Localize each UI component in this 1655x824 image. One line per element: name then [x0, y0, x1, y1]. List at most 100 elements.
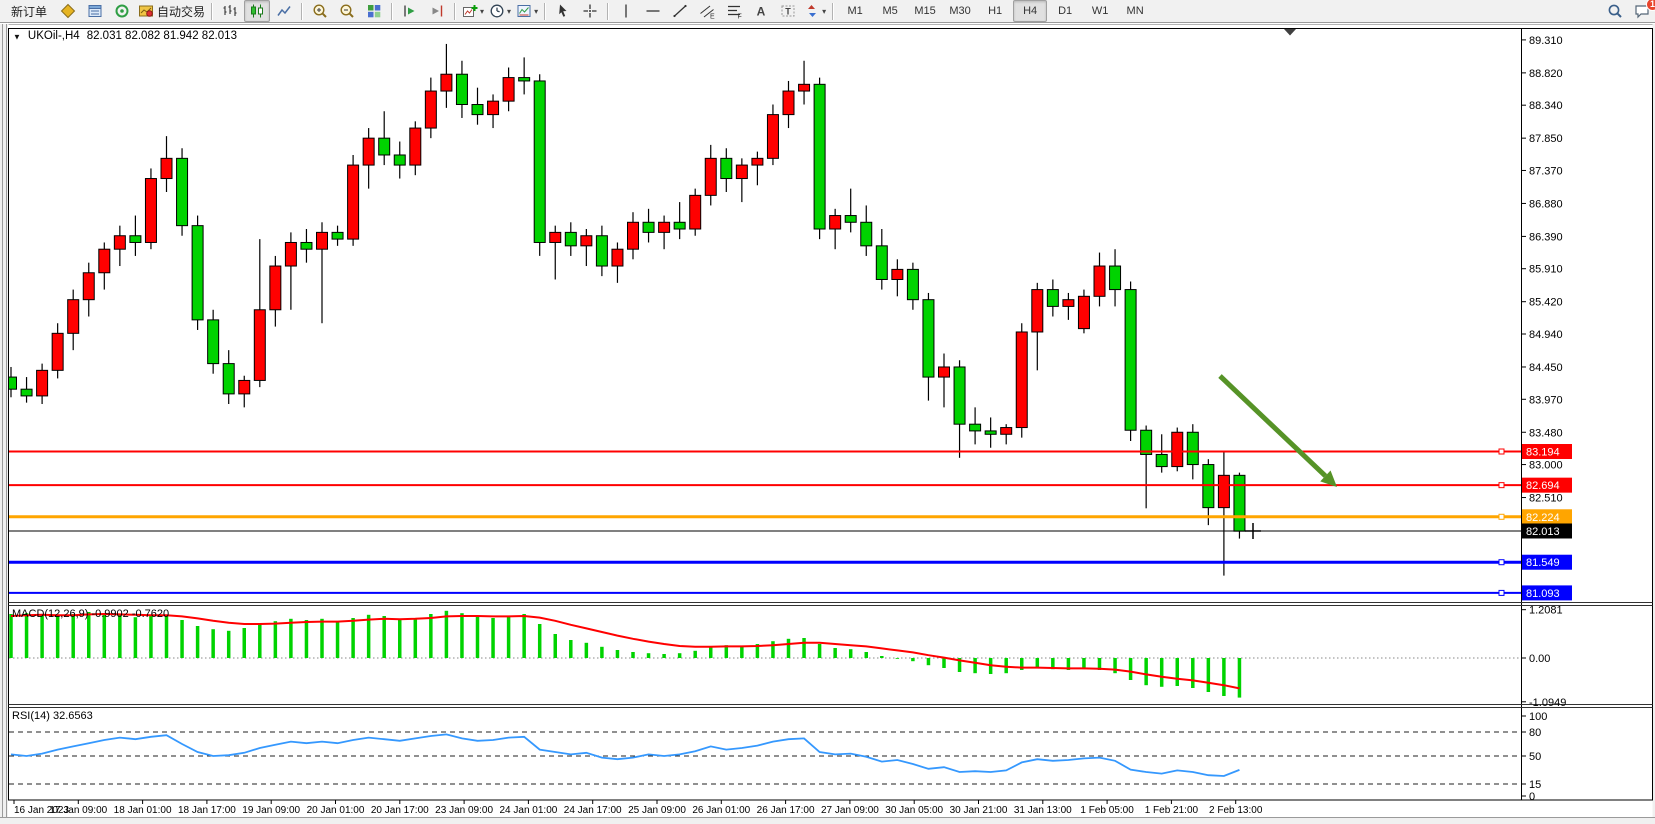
- time-axis-label: 16 Jan 2023: [14, 805, 69, 816]
- candle: [891, 259, 904, 297]
- dropdown-caret-icon[interactable]: ▾: [822, 6, 827, 16]
- dropdown-caret-icon[interactable]: ▾: [507, 6, 512, 16]
- periods-button[interactable]: ▾: [487, 0, 513, 22]
- resistance-line-82694-handle[interactable]: [1498, 482, 1505, 489]
- candle: [689, 188, 702, 236]
- svg-text:T: T: [785, 7, 791, 17]
- crosshair-icon: [582, 3, 598, 19]
- timeframe-mn-button[interactable]: MN: [1118, 0, 1152, 22]
- time-axis-label: 17 Jan 09:00: [49, 805, 107, 816]
- horizontal-line-button[interactable]: [640, 0, 666, 22]
- candle: [766, 104, 779, 166]
- candlestick-chart-icon: [249, 3, 265, 19]
- line-chart-button[interactable]: [271, 0, 297, 22]
- candle: [9, 366, 17, 398]
- support-line-81093-handle[interactable]: [1498, 589, 1505, 596]
- tile-windows-button[interactable]: [361, 0, 387, 22]
- candle: [222, 350, 235, 404]
- candle: [1233, 472, 1246, 539]
- bar-chart-button[interactable]: [217, 0, 243, 22]
- timeframe-m30-button[interactable]: M30: [943, 0, 977, 22]
- candle: [409, 121, 422, 176]
- chart-frame: [8, 28, 1653, 801]
- templates-button[interactable]: ▾: [514, 0, 540, 22]
- candle: [393, 141, 406, 179]
- text-label-button[interactable]: T: [775, 0, 801, 22]
- candle: [642, 208, 655, 243]
- trendline-button[interactable]: [667, 0, 693, 22]
- zoom-in-button[interactable]: [307, 0, 333, 22]
- candle: [564, 222, 577, 256]
- trend-arrow-object[interactable]: [1218, 374, 1337, 487]
- timeframe-w1-button[interactable]: W1: [1083, 0, 1117, 22]
- price-axis-label: 83.480: [1529, 427, 1563, 439]
- new-order-button[interactable]: 新订单: [4, 0, 54, 22]
- price-axis-badge: 83.194: [1522, 444, 1572, 460]
- candle: [284, 232, 297, 310]
- candle: [238, 375, 251, 408]
- candle: [704, 144, 717, 206]
- price-axis-label: 86.880: [1529, 198, 1563, 210]
- timeframe-m1-button[interactable]: M1: [838, 0, 872, 22]
- trendline-icon: [672, 3, 688, 19]
- equidistant-channel-button[interactable]: E: [694, 0, 720, 22]
- time-axis-label: 20 Jan 01:00: [307, 805, 365, 816]
- dropdown-caret-icon[interactable]: ▾: [534, 6, 539, 16]
- candle: [440, 43, 453, 108]
- dropdown-caret-icon[interactable]: ▾: [480, 6, 485, 16]
- cursor-button[interactable]: [550, 0, 576, 22]
- navigator-icon[interactable]: [109, 0, 135, 22]
- candle: [362, 128, 375, 189]
- price-axis-label: 83.970: [1529, 394, 1563, 406]
- notifications-icon[interactable]: 1: [1629, 0, 1655, 22]
- timeframe-h1-button[interactable]: H1: [978, 0, 1012, 22]
- candle: [813, 77, 826, 240]
- text-button[interactable]: A: [748, 0, 774, 22]
- chart-shift-marker[interactable]: [1284, 29, 1296, 36]
- vertical-line-button[interactable]: [613, 0, 639, 22]
- chart-shift-button[interactable]: [424, 0, 450, 22]
- price-axis-label: 85.910: [1529, 264, 1563, 276]
- support-line-81549-handle[interactable]: [1498, 559, 1505, 566]
- market-watch-icon[interactable]: [55, 0, 81, 22]
- candle: [113, 225, 126, 267]
- candle: [611, 242, 624, 283]
- rsi-line: [10, 733, 1240, 777]
- arrows-button[interactable]: ▾: [802, 0, 828, 22]
- macd-axis-label: 1.2081: [1529, 605, 1563, 617]
- timeframe-m5-button[interactable]: M5: [873, 0, 907, 22]
- candle: [51, 323, 64, 379]
- candle: [953, 360, 966, 458]
- horizontal-line-icon: [645, 3, 661, 19]
- timeframe-d1-button[interactable]: D1: [1048, 0, 1082, 22]
- timeframe-h4-button[interactable]: H4: [1013, 0, 1048, 22]
- candle: [798, 60, 811, 105]
- templates-icon: [516, 3, 532, 19]
- autotrading-button-label: 自动交易: [157, 4, 206, 19]
- fibonacci-button[interactable]: F: [721, 0, 747, 22]
- autotrading-icon: [138, 3, 154, 19]
- support-line-82224-handle[interactable]: [1498, 513, 1505, 520]
- candle: [969, 407, 982, 445]
- crosshair-button[interactable]: [577, 0, 603, 22]
- time-axis-label: 1 Feb 21:00: [1145, 805, 1199, 816]
- timeframe-h1-button-label: H1: [988, 5, 1003, 17]
- timeframe-d1-button-label: D1: [1058, 5, 1073, 17]
- zoom-out-button[interactable]: [334, 0, 360, 22]
- macd-axis-label: 0.00: [1529, 653, 1550, 665]
- autotrading-button[interactable]: 自动交易: [136, 0, 207, 22]
- new-order-button-label: 新订单: [11, 4, 48, 19]
- candle: [129, 215, 142, 256]
- chart-menu-arrow-icon[interactable]: ▼: [13, 32, 21, 41]
- search-icon[interactable]: [1602, 0, 1628, 22]
- periods-icon: [489, 3, 505, 19]
- time-axis-label: 19 Jan 09:00: [242, 805, 300, 816]
- auto-scroll-button[interactable]: [397, 0, 423, 22]
- candlestick-chart-button[interactable]: [244, 0, 271, 22]
- resistance-line-83194-handle[interactable]: [1498, 448, 1505, 455]
- data-window-icon[interactable]: [82, 0, 108, 22]
- timeframe-m15-button[interactable]: M15: [908, 0, 942, 22]
- candle: [502, 67, 515, 112]
- toolbar-separator: [211, 2, 214, 20]
- indicators-list-button[interactable]: ▾: [460, 0, 486, 22]
